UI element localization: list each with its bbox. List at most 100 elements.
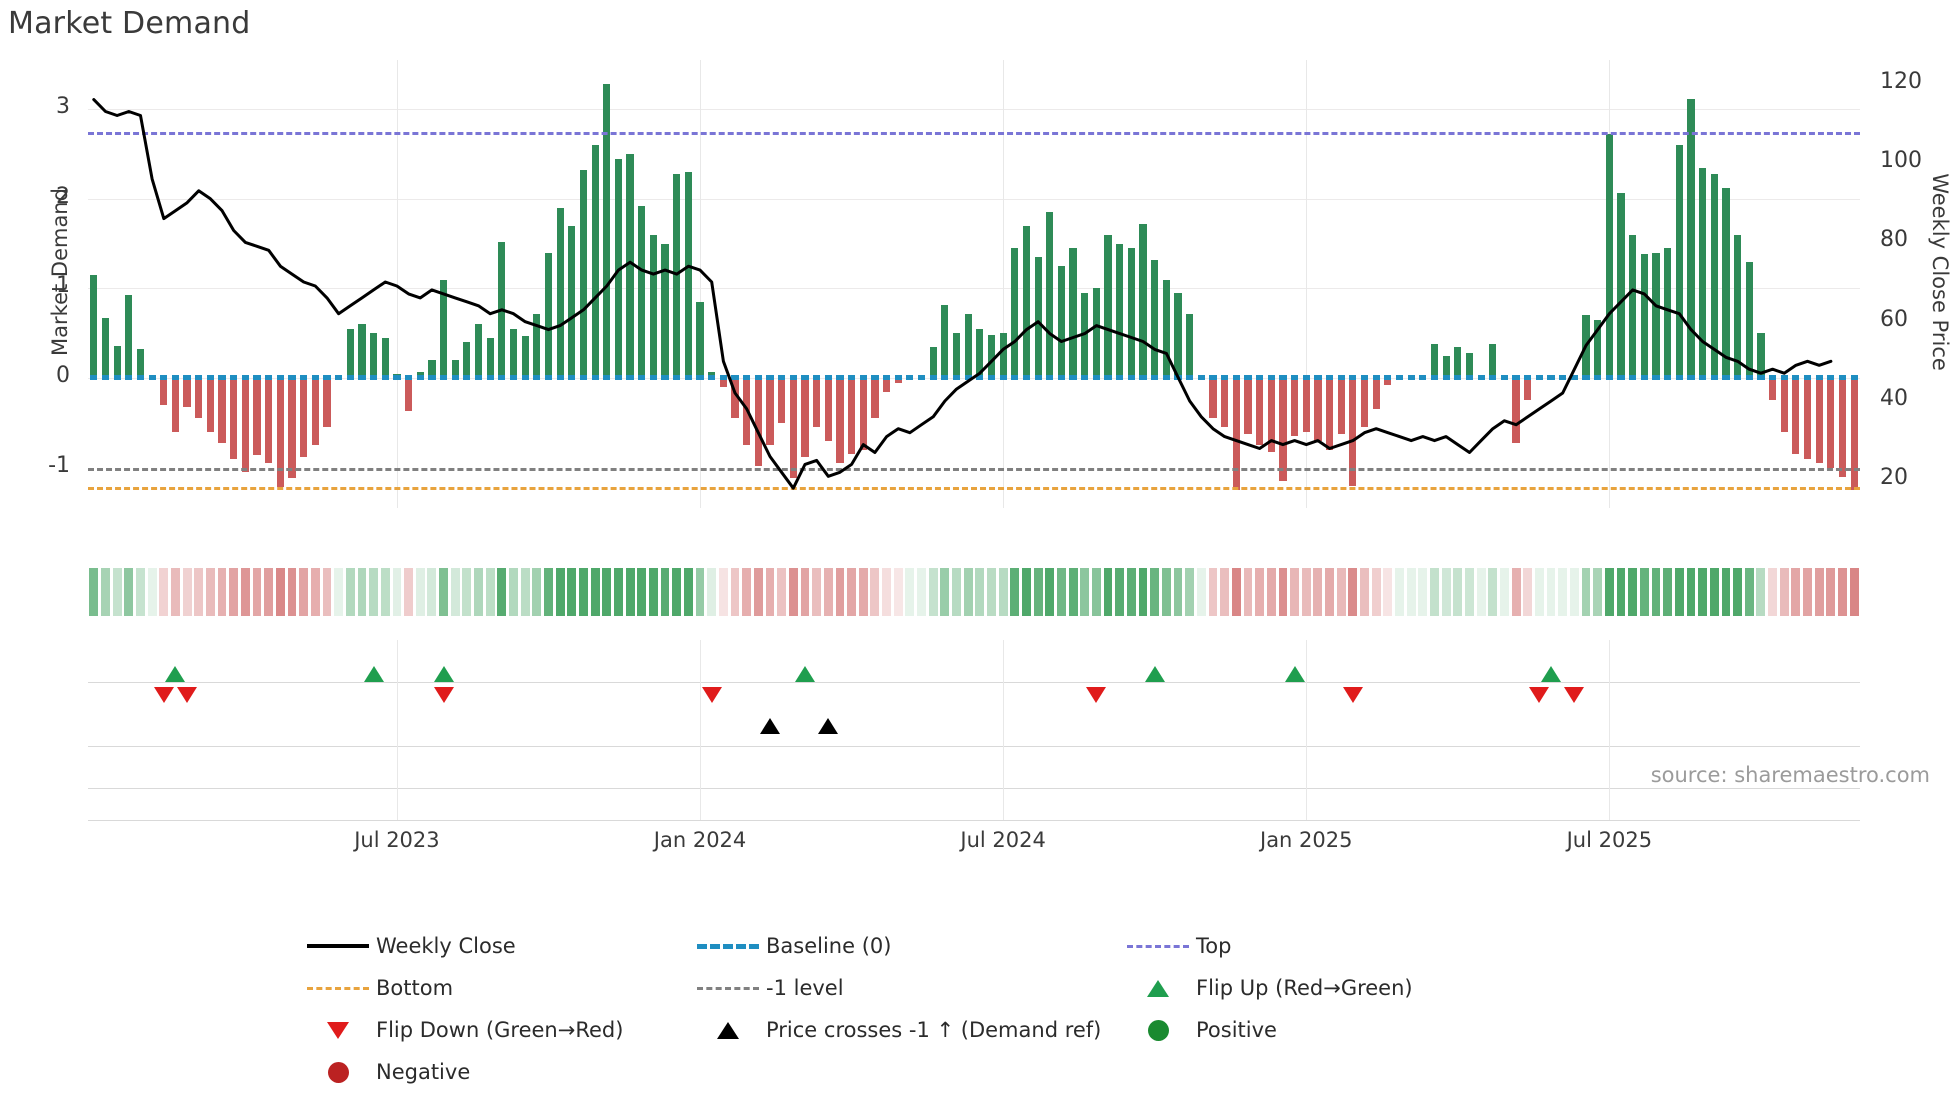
- marker-divider-2: [88, 746, 1860, 747]
- heatmap-cell: [357, 568, 367, 616]
- heatmap-cell: [1756, 568, 1766, 616]
- demand-bar: [358, 324, 366, 379]
- heatmap-cell: [509, 568, 518, 616]
- baseline-segment: [1407, 375, 1415, 381]
- baseline-segment: [1325, 375, 1334, 381]
- baseline-segment: [1302, 375, 1310, 381]
- heatmap-cell: [625, 568, 635, 616]
- heatmap-cell: [1313, 568, 1323, 616]
- demand-bar: [1465, 352, 1474, 379]
- baseline-segment: [1209, 375, 1217, 381]
- legend-label: Baseline (0): [766, 934, 892, 958]
- baseline-segment: [416, 375, 424, 381]
- baseline-segment: [1034, 375, 1042, 381]
- baseline-segment: [952, 375, 961, 381]
- baseline-segment: [1664, 375, 1672, 381]
- demand-bar: [1745, 261, 1753, 379]
- flip-up-marker: [1284, 666, 1305, 682]
- demand-bar: [171, 378, 180, 432]
- demand-bar: [882, 378, 891, 392]
- heatmap-cell: [1803, 568, 1812, 616]
- heatmap-cell: [1511, 568, 1521, 616]
- baseline-segment: [1221, 375, 1229, 381]
- demand-bar: [1267, 378, 1275, 452]
- demand-bar: [1221, 378, 1229, 428]
- baseline-segment: [288, 375, 296, 381]
- heatmap-cell: [742, 568, 752, 616]
- baseline-segment: [498, 375, 506, 381]
- heatmap-cell: [1488, 568, 1498, 616]
- baseline-segment: [1279, 375, 1287, 381]
- baseline-segment: [1477, 375, 1485, 381]
- gridline: [88, 198, 1860, 200]
- legend-label: Top: [1196, 934, 1232, 958]
- dot-red-icon: [300, 1061, 376, 1083]
- baseline-segment: [1127, 375, 1135, 381]
- flip-up-marker: [794, 666, 815, 682]
- baseline-segment: [708, 375, 716, 381]
- demand-bar: [626, 154, 634, 379]
- heatmap-cell: [882, 568, 891, 616]
- gridline-vertical: [396, 640, 398, 820]
- demand-bar: [1803, 378, 1812, 459]
- baseline-segment: [754, 375, 762, 381]
- demand-bar: [265, 378, 273, 464]
- baseline-segment: [1710, 375, 1718, 381]
- demand-bar: [428, 360, 436, 379]
- demand-bar: [1290, 378, 1299, 437]
- demand-bar: [1360, 378, 1369, 428]
- heatmap-cell: [1709, 568, 1719, 616]
- baseline-segment: [1442, 375, 1450, 381]
- legend-row: Negative: [300, 1051, 1600, 1093]
- demand-bar: [673, 173, 681, 379]
- marker-divider-4: [88, 820, 1860, 821]
- demand-bar: [976, 328, 984, 379]
- heatmap-cell: [1173, 568, 1183, 616]
- heatmap-cell: [334, 568, 344, 616]
- baseline-segment: [987, 375, 996, 381]
- baseline-segment: [241, 375, 249, 381]
- baseline-segment: [1360, 375, 1369, 381]
- legend-item-flip-down: Flip Down (Green→Red): [300, 1009, 690, 1051]
- heatmap-cell: [730, 568, 740, 616]
- baseline-segment: [1675, 375, 1683, 381]
- demand-bar: [661, 243, 669, 379]
- heatmap-cell: [1068, 568, 1078, 616]
- demand-bar: [474, 324, 483, 379]
- demand-bar: [1104, 234, 1112, 379]
- heatmap-cell: [1418, 568, 1428, 616]
- baseline-segment: [603, 375, 611, 381]
- chart-legend: Weekly Close Baseline (0) Top Bottom -1 …: [300, 925, 1600, 1093]
- demand-bar: [871, 378, 879, 419]
- heatmap-cell: [287, 568, 297, 616]
- baseline-segment: [1349, 375, 1357, 381]
- heatmap-cell: [835, 568, 845, 616]
- heatmap-cell: [1325, 568, 1334, 616]
- demand-bar: [778, 378, 786, 423]
- baseline-segment: [1815, 375, 1823, 381]
- baseline-segment: [1605, 375, 1613, 381]
- baseline-segment: [1780, 375, 1788, 381]
- demand-bar: [1652, 252, 1660, 379]
- demand-bar: [603, 84, 611, 379]
- demand-bar: [964, 313, 972, 379]
- baseline-segment: [906, 375, 914, 381]
- demand-bar: [1733, 234, 1742, 379]
- heatmap-cell: [1150, 568, 1160, 616]
- demand-bar: [101, 318, 110, 379]
- heatmap-cell: [1604, 568, 1614, 616]
- demand-bar: [801, 378, 809, 457]
- baseline-segment: [218, 375, 226, 381]
- baseline-segment: [1699, 375, 1707, 381]
- heatmap-cell: [788, 568, 798, 616]
- page-title: Market Demand: [8, 6, 251, 41]
- heatmap-cell: [310, 568, 320, 616]
- baseline-segment: [381, 375, 389, 381]
- heatmap-cell: [89, 568, 99, 616]
- baseline-segment: [789, 375, 797, 381]
- demand-bar: [160, 378, 168, 405]
- baseline-segment: [90, 375, 98, 381]
- baseline-segment: [1197, 375, 1205, 381]
- heatmap-cell: [485, 568, 495, 616]
